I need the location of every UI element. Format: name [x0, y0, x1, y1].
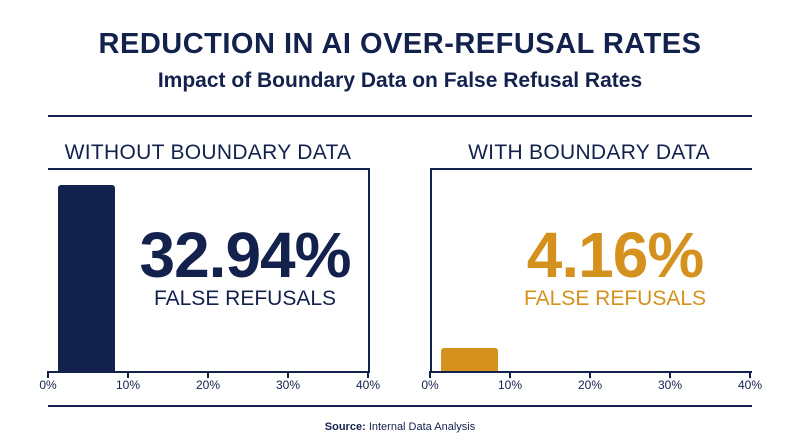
x-axis-tick: [287, 371, 289, 378]
caption-with: FALSE REFUSALS: [523, 287, 707, 310]
x-axis-tick-label: 20%: [577, 378, 603, 392]
panel-title-without: WITHOUT BOUNDARY DATA: [64, 141, 352, 164]
panel-title-with: WITH BOUNDARY DATA: [468, 141, 710, 164]
bar-without-boundary-data: [58, 185, 115, 371]
x-axis-tick-label: 30%: [275, 378, 301, 392]
x-axis-tick: [367, 371, 369, 378]
panel-frame-without: [48, 168, 370, 373]
source-label: Source:: [324, 421, 366, 433]
x-axis-tick-label: 40%: [355, 378, 381, 392]
value-label-with: 4.16%: [526, 219, 704, 291]
panel-frame-with: [430, 168, 752, 373]
x-axis-tick-label: 10%: [497, 378, 523, 392]
x-axis-tick: [589, 371, 591, 378]
source-text: Internal Data Analysis: [368, 421, 476, 433]
x-axis-tick-label: 0%: [421, 378, 439, 392]
x-axis-tick: [509, 371, 511, 378]
value-label-without: 32.94%: [139, 219, 351, 291]
chart-title: REDUCTION IN AI OVER-REFUSAL RATES: [98, 28, 702, 60]
bottom-divider: [48, 405, 752, 407]
x-axis-tick-label: 30%: [657, 378, 683, 392]
caption-without: FALSE REFUSALS: [153, 287, 337, 310]
source-note: Source: Internal Data Analysis: [0, 421, 800, 433]
x-axis-tick: [207, 371, 209, 378]
x-axis-tick: [47, 371, 49, 378]
bar-with-boundary-data: [441, 347, 498, 371]
x-axis-tick: [127, 371, 129, 378]
x-axis-tick: [429, 371, 431, 378]
x-axis-tick-label: 0%: [39, 378, 57, 392]
x-axis-tick-label: 20%: [195, 378, 221, 392]
top-divider: [48, 115, 752, 117]
x-axis-tick: [749, 371, 751, 378]
x-axis-tick-label: 40%: [737, 378, 763, 392]
chart-subtitle: Impact of Boundary Data on False Refusal…: [157, 69, 643, 92]
x-axis-tick: [669, 371, 671, 378]
x-axis-tick-label: 10%: [115, 378, 141, 392]
